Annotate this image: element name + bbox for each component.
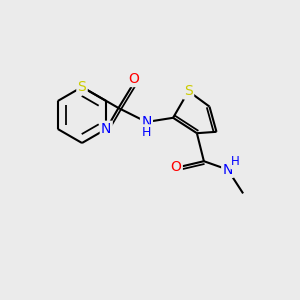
Text: N: N [101, 122, 111, 136]
Text: H: H [142, 125, 151, 139]
Text: O: O [128, 72, 139, 86]
Text: N: N [141, 115, 152, 129]
Text: N: N [223, 163, 233, 177]
Text: H: H [231, 155, 240, 168]
Text: O: O [171, 160, 182, 174]
Text: S: S [184, 84, 193, 98]
Text: S: S [78, 80, 86, 94]
